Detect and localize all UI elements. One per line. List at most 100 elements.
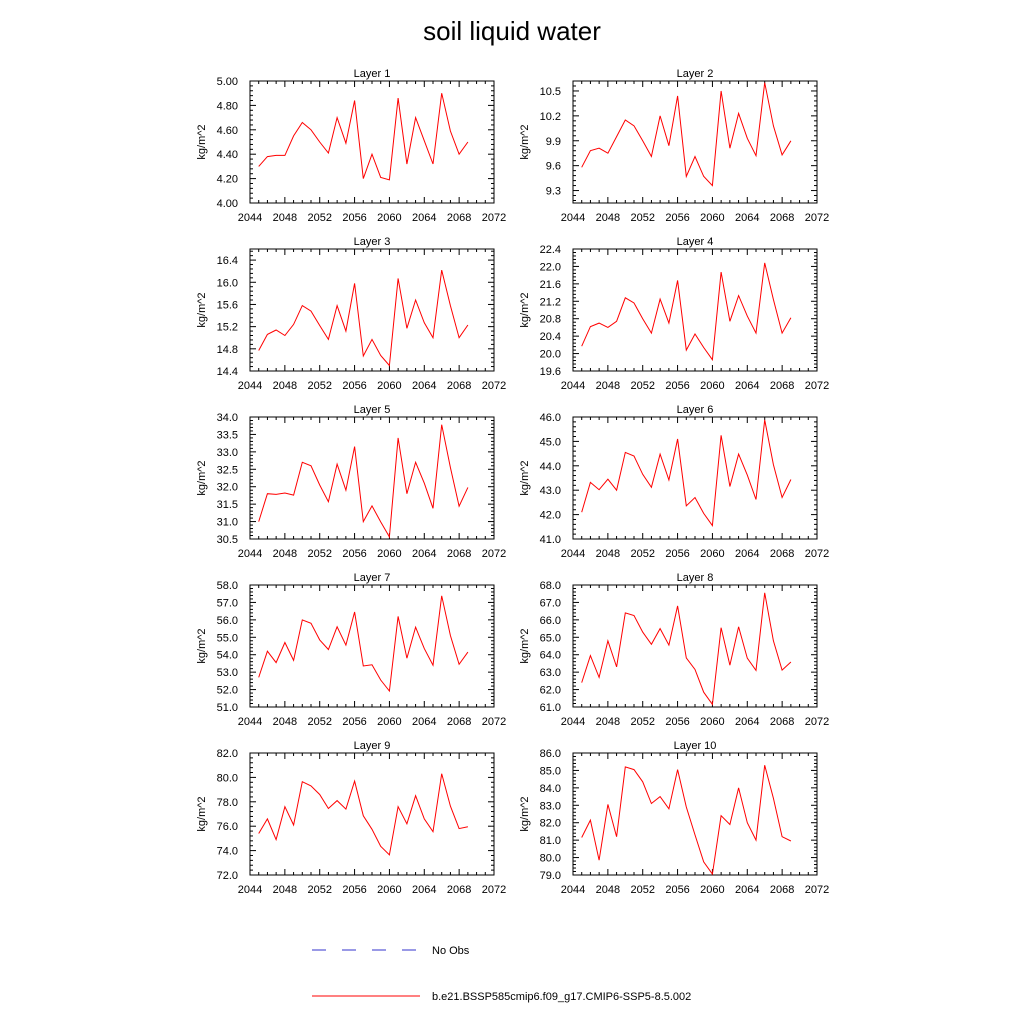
series-line xyxy=(581,592,792,706)
x-tick-label: 2044 xyxy=(561,548,585,560)
y-tick-label: 51.0 xyxy=(217,702,238,714)
x-tick-label: 2052 xyxy=(630,212,654,224)
x-tick-label: 2056 xyxy=(342,380,366,392)
panel-title: Layer 6 xyxy=(677,404,714,416)
y-tick-label: 33.5 xyxy=(217,429,238,441)
panel-layer-5: Layer 5 kg/m^2 2044 2048 2052 2056 2060 2064 206… xyxy=(196,404,506,560)
y-tick-label: 16.4 xyxy=(217,255,238,267)
y-tick-label: 22.0 xyxy=(540,261,561,273)
x-tick-label: 2044 xyxy=(561,884,585,896)
y-tick-label: 82.0 xyxy=(217,748,238,760)
plot-frame xyxy=(572,248,818,372)
x-tick-label: 2068 xyxy=(447,212,471,224)
x-tick-label: 2044 xyxy=(238,548,262,560)
plot-frame xyxy=(249,248,495,372)
x-tick-label: 2044 xyxy=(561,212,585,224)
legend-no-obs-label: No Obs xyxy=(432,945,470,957)
y-tick-label: 46.0 xyxy=(540,412,561,424)
y-axis-label: kg/m^2 xyxy=(196,292,208,327)
x-tick-label: 2072 xyxy=(482,380,506,392)
y-tick-label: 84.0 xyxy=(540,783,561,795)
x-tick-label: 2064 xyxy=(412,884,436,896)
y-tick-label: 32.5 xyxy=(217,464,238,476)
x-tick-label: 2056 xyxy=(665,380,689,392)
x-tick-label: 2052 xyxy=(630,716,654,728)
y-tick-label: 43.0 xyxy=(540,485,561,497)
panel-layer-6: Layer 6 kg/m^2 2044 2048 2052 2056 2060 2064 206… xyxy=(519,404,829,560)
y-axis-label: kg/m^2 xyxy=(519,796,531,831)
x-tick-label: 2072 xyxy=(482,548,506,560)
panel-layer-8: Layer 8 kg/m^2 2044 2048 2052 2056 2060 2064 206… xyxy=(519,572,829,728)
x-tick-label: 2044 xyxy=(561,716,585,728)
x-tick-label: 2068 xyxy=(770,380,794,392)
y-tick-label: 83.0 xyxy=(540,800,561,812)
series-line xyxy=(258,773,469,856)
x-tick-label: 2064 xyxy=(735,212,759,224)
plot-frame xyxy=(572,80,818,204)
y-tick-label: 66.0 xyxy=(540,615,561,627)
x-tick-label: 2044 xyxy=(561,380,585,392)
plot-frame xyxy=(572,752,818,876)
y-tick-label: 21.6 xyxy=(540,279,561,291)
x-tick-label: 2044 xyxy=(238,716,262,728)
y-tick-label: 44.0 xyxy=(540,461,561,473)
x-tick-label: 2048 xyxy=(273,716,297,728)
y-tick-label: 21.2 xyxy=(540,296,561,308)
y-tick-label: 16.0 xyxy=(217,277,238,289)
x-tick-label: 2044 xyxy=(238,212,262,224)
x-tick-label: 2048 xyxy=(273,548,297,560)
panel-layer-1: Layer 1 kg/m^2 2044 2048 2052 2056 2060 2064 206… xyxy=(196,68,506,224)
x-tick-label: 2068 xyxy=(770,884,794,896)
x-tick-label: 2064 xyxy=(735,884,759,896)
x-tick-label: 2068 xyxy=(770,548,794,560)
y-tick-label: 14.8 xyxy=(217,344,238,356)
y-tick-label: 4.60 xyxy=(217,125,238,137)
x-tick-label: 2052 xyxy=(307,884,331,896)
y-tick-label: 55.0 xyxy=(217,632,238,644)
x-tick-label: 2044 xyxy=(238,884,262,896)
y-tick-label: 5.00 xyxy=(217,76,238,88)
y-tick-label: 34.0 xyxy=(217,412,238,424)
y-tick-label: 41.0 xyxy=(540,534,561,546)
x-tick-label: 2064 xyxy=(412,380,436,392)
y-tick-label: 45.0 xyxy=(540,436,561,448)
x-tick-label: 2056 xyxy=(342,884,366,896)
panel-layer-4: Layer 4 kg/m^2 2044 2048 2052 2056 2060 2064 206… xyxy=(519,236,829,392)
x-tick-label: 2068 xyxy=(447,884,471,896)
y-tick-label: 68.0 xyxy=(540,580,561,592)
x-tick-label: 2052 xyxy=(307,548,331,560)
y-tick-label: 9.6 xyxy=(546,161,561,173)
x-tick-label: 2068 xyxy=(770,212,794,224)
y-tick-label: 67.0 xyxy=(540,597,561,609)
figure-title: soil liquid water xyxy=(423,16,601,46)
y-tick-label: 80.0 xyxy=(540,853,561,865)
y-axis-label: kg/m^2 xyxy=(196,796,208,831)
x-tick-label: 2056 xyxy=(342,548,366,560)
y-tick-label: 42.0 xyxy=(540,510,561,522)
y-tick-label: 58.0 xyxy=(217,580,238,592)
panel-title: Layer 4 xyxy=(677,236,714,248)
x-tick-label: 2072 xyxy=(805,380,829,392)
y-axis-label: kg/m^2 xyxy=(519,460,531,495)
y-tick-label: 80.0 xyxy=(217,772,238,784)
panel-grid: Layer 1 kg/m^2 2044 2048 2052 2056 2060 2064 206… xyxy=(196,68,829,896)
series-line xyxy=(581,419,792,527)
y-tick-label: 30.5 xyxy=(217,534,238,546)
x-tick-label: 2072 xyxy=(805,548,829,560)
x-tick-label: 2060 xyxy=(700,380,724,392)
x-tick-label: 2048 xyxy=(273,380,297,392)
x-tick-label: 2056 xyxy=(665,212,689,224)
y-tick-label: 20.8 xyxy=(540,314,561,326)
x-tick-label: 2056 xyxy=(665,548,689,560)
series-line xyxy=(258,424,469,539)
panel-layer-9: Layer 9 kg/m^2 2044 2048 2052 2056 2060 2064 206… xyxy=(196,740,506,896)
x-tick-label: 2064 xyxy=(412,548,436,560)
x-tick-label: 2048 xyxy=(596,716,620,728)
y-tick-label: 4.00 xyxy=(217,198,238,210)
x-tick-label: 2064 xyxy=(412,212,436,224)
x-tick-label: 2056 xyxy=(665,884,689,896)
x-tick-label: 2048 xyxy=(596,212,620,224)
x-tick-label: 2056 xyxy=(665,716,689,728)
x-tick-label: 2060 xyxy=(700,548,724,560)
